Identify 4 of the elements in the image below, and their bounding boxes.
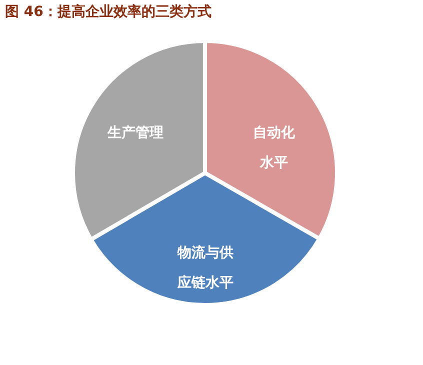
chart-title: 图 46：提高企业效率的三类方式	[5, 3, 212, 20]
slice-label: 生产管理	[106, 124, 164, 142]
slice-label: 自动化水平	[253, 124, 296, 171]
slice-label: 物流与供应链水平	[176, 244, 234, 291]
